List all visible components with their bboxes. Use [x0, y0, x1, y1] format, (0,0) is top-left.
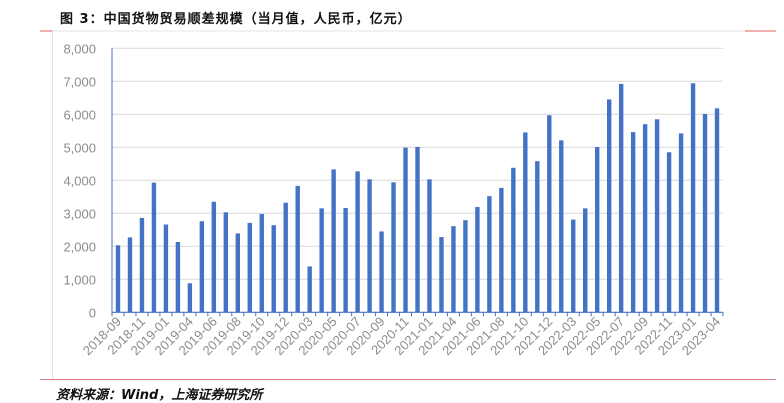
- bar-2020-07: [355, 171, 360, 313]
- bar-2020-04: [319, 208, 324, 313]
- bar-2019-08: [235, 233, 240, 313]
- bar-2022-09: [642, 124, 648, 313]
- y-tick-label: 5,000: [63, 140, 96, 155]
- bar-2020-05: [331, 169, 336, 313]
- bar-2022-05: [595, 146, 600, 313]
- bar-2019-10: [259, 213, 264, 313]
- bar-2022-06: [606, 99, 612, 313]
- y-tick-label: 8,000: [63, 41, 96, 56]
- bar-2022-10: [654, 119, 660, 313]
- bar-2021-09: [511, 167, 516, 313]
- bar-2019-09: [247, 222, 252, 313]
- bar-2020-08: [367, 179, 372, 313]
- bar-2021-01: [427, 179, 432, 313]
- bar-2022-08: [630, 132, 636, 313]
- y-tick-label: 6,000: [63, 107, 96, 122]
- bar-2019-11: [271, 225, 276, 313]
- bar-2021-07: [487, 196, 492, 313]
- y-tick-label: 7,000: [63, 74, 96, 89]
- y-tick-label: 2,000: [63, 239, 96, 254]
- bar-2018-10: [127, 237, 133, 313]
- y-tick-label: 0: [89, 305, 96, 320]
- bar-2018-09: [115, 245, 121, 313]
- bar-2019-03: [175, 242, 181, 313]
- bar-2021-03: [439, 237, 444, 313]
- bar-2020-03: [307, 266, 312, 313]
- bar-2021-10: [523, 132, 528, 313]
- bar-2022-11: [666, 152, 672, 313]
- bar-2021-05: [463, 220, 468, 313]
- bar-2020-10: [391, 182, 396, 313]
- bar-2018-11: [139, 217, 145, 313]
- bar-2022-03: [571, 219, 576, 313]
- y-tick-label: 4,000: [63, 173, 96, 188]
- bar-2020-12: [415, 146, 420, 313]
- y-tick-label: 3,000: [63, 206, 96, 221]
- bar-2021-06: [475, 207, 480, 313]
- bar-2020-09: [379, 231, 384, 313]
- chart-title: 图 3：中国货物贸易顺差规模（当月值，人民币，亿元）: [60, 12, 412, 27]
- bar-2021-08: [499, 187, 504, 313]
- bar-2019-01: [163, 224, 169, 313]
- bar-2020-01: [295, 185, 300, 313]
- bar-2021-12: [547, 115, 552, 313]
- bar-2019-04: [187, 283, 193, 313]
- bar-2021-11: [535, 161, 540, 313]
- bar-2022-07: [618, 83, 624, 313]
- bar-2021-04: [451, 226, 456, 313]
- bar-2020-06: [343, 208, 348, 313]
- bar-2023-01: [690, 83, 696, 313]
- bar-2022-12: [678, 133, 684, 313]
- y-tick-label: 1,000: [63, 272, 96, 287]
- bar-2019-05: [199, 221, 205, 313]
- bar-2019-12: [283, 202, 288, 313]
- bar-2022-04: [583, 208, 588, 313]
- bar-2018-12: [151, 182, 157, 313]
- bar-2023-04: [714, 108, 720, 313]
- bar-2019-06: [211, 201, 217, 313]
- bar-2022-01: [559, 140, 564, 313]
- source-note: 资料来源：Wind，上海证券研究所: [56, 388, 263, 403]
- bar-2023-03: [702, 113, 708, 313]
- bar-2020-11: [403, 147, 408, 313]
- bar-2019-07: [223, 212, 229, 313]
